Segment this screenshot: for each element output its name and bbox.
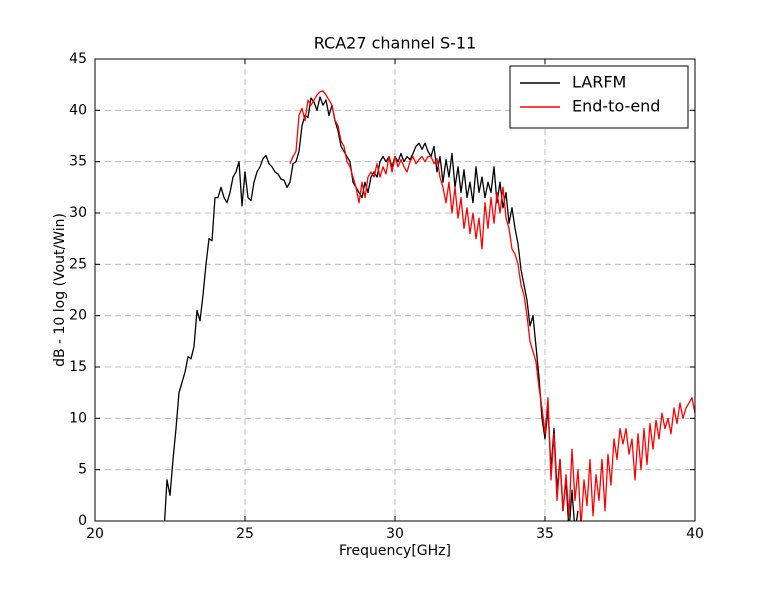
axes-frame [94, 58, 696, 522]
legend-label: LARFM [572, 73, 626, 92]
x-axis-label: Frequency[GHz] [339, 543, 451, 559]
x-tick-label: 20 [86, 526, 104, 542]
y-tick-label: 40 [69, 102, 87, 118]
y-tick-label: 30 [69, 205, 87, 221]
y-tick-label: 15 [69, 359, 87, 375]
y-tick-label: 25 [69, 256, 87, 272]
y-tick-label: 35 [69, 154, 87, 170]
x-tick-label: 35 [536, 526, 554, 542]
y-tick-label: 20 [69, 308, 87, 324]
y-tick-label: 10 [69, 410, 87, 426]
legend-label: End-to-end [572, 97, 660, 116]
y-tick-label: 5 [78, 462, 87, 478]
plot-area [163, 90, 695, 521]
legend-box [509, 65, 689, 129]
data-line [163, 96, 579, 521]
data-line [289, 90, 695, 521]
x-tick-label: 25 [236, 526, 254, 542]
chart-title: RCA27 channel S-11 [314, 34, 477, 53]
x-tick-label: 30 [386, 526, 404, 542]
y-tick-label: 0 [78, 513, 87, 529]
y-axis-label: dB - 10 log (Vout/Win) [52, 213, 68, 367]
x-tick-label: 40 [686, 526, 704, 542]
y-tick-label: 45 [69, 51, 87, 67]
